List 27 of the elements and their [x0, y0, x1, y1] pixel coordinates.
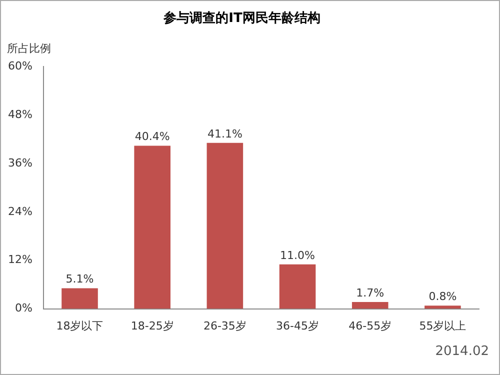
bar: [206, 142, 244, 309]
text: 2014.02: [435, 344, 489, 359]
chart-title: 参与调查的IT网民年龄结构: [162, 10, 320, 26]
data-label: 41.1%: [207, 127, 242, 140]
data-label: 0.8%: [428, 290, 457, 303]
bar: [352, 302, 388, 309]
x-tick-label: 18-25岁: [130, 319, 174, 332]
data-label: 40.4%: [134, 130, 170, 144]
data-label: 1.7%: [356, 286, 384, 300]
bar: [279, 264, 316, 309]
y-tick-label: 36%: [8, 156, 32, 170]
y-tick-label: 0%: [14, 302, 32, 315]
y-tick-label: 24%: [8, 204, 32, 218]
x-tick-label: 36-45岁: [276, 319, 320, 332]
y-tick-label: 12%: [8, 253, 32, 266]
bar: [134, 146, 170, 309]
y-tick-label: 48%: [8, 108, 32, 121]
bar: [62, 288, 98, 309]
bar: [424, 306, 461, 309]
data-label: 11.0%: [280, 248, 315, 262]
x-tick-label: 46-55岁: [348, 319, 392, 332]
x-tick-label: 55岁以上: [419, 319, 466, 332]
y-tick-label: 60%: [8, 59, 32, 72]
x-tick-label: 26-35岁: [203, 319, 246, 332]
x-tick-label: 18岁以下: [56, 319, 104, 332]
y-axis-title: 所占比例: [7, 42, 51, 55]
data-label: 5.1%: [66, 272, 94, 286]
